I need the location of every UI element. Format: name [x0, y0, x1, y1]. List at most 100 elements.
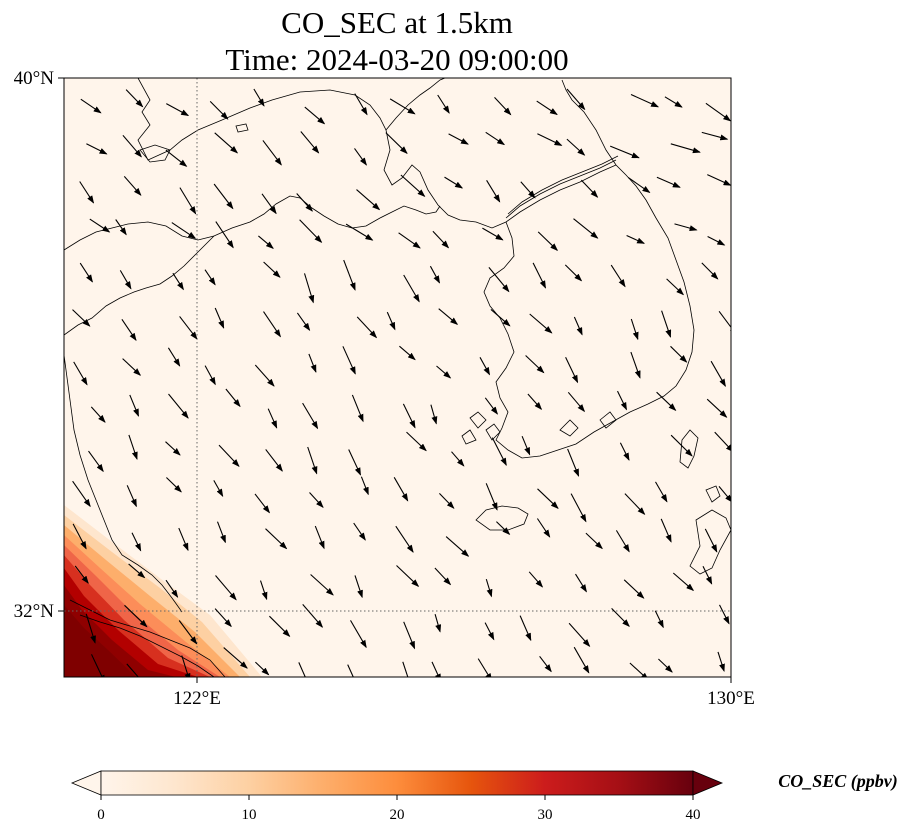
wind-arrow: [178, 527, 189, 552]
wind-arrow: [395, 525, 414, 553]
wind-arrow: [403, 621, 416, 650]
wind-arrow: [178, 620, 198, 645]
wind-arrow: [302, 604, 324, 628]
wind-arrow: [701, 131, 729, 141]
wind-arrow: [494, 97, 512, 116]
wind-arrow: [434, 614, 442, 633]
wind-arrow: [126, 663, 145, 677]
wind-arrow: [209, 101, 229, 120]
wind-arrow: [486, 180, 501, 203]
wind-arrow: [347, 664, 358, 677]
wind-arrow: [630, 93, 660, 108]
wind-arrow: [269, 615, 291, 638]
wind-arrow: [564, 264, 583, 282]
wind-arrow: [342, 346, 356, 375]
wind-arrow: [485, 578, 493, 598]
wind-arrow: [626, 234, 646, 244]
wind-arrow: [80, 98, 102, 114]
wind-arrow: [702, 565, 713, 585]
wind-arrow: [213, 480, 224, 497]
wind-arrow: [354, 93, 368, 116]
wind-arrow: [360, 476, 369, 496]
wind-arrow: [437, 94, 450, 114]
wind-arrow: [537, 488, 559, 509]
wind-arrow: [254, 493, 271, 514]
wind-arrow: [627, 177, 651, 193]
wind-arrow: [126, 485, 137, 508]
wind-arrow: [310, 574, 334, 596]
wind-arrow: [707, 236, 726, 246]
wind-arrow: [565, 357, 579, 384]
wind-arrow: [496, 521, 511, 535]
wind-arrow: [74, 565, 89, 584]
wind-arrow: [520, 181, 536, 199]
colorbar-gradient: [100, 770, 694, 796]
coastlines: [64, 78, 731, 677]
wind-arrow: [624, 493, 646, 516]
wind-arrow: [490, 308, 511, 327]
wind-arrow: [215, 575, 237, 601]
wind-arrow: [536, 100, 558, 116]
wind-arrow: [710, 360, 726, 387]
wind-arrow: [718, 310, 731, 336]
wind-arrow: [567, 391, 586, 413]
wind-arrow: [674, 223, 698, 232]
wind-arrow: [79, 181, 95, 204]
wind-arrow: [386, 311, 396, 331]
map-frame: [63, 77, 732, 678]
wind-arrow: [216, 521, 226, 544]
axis-ticks: 122°E 130°E 40°N 32°N: [14, 68, 755, 709]
wind-arrow: [122, 134, 142, 158]
wind-arrow: [432, 230, 450, 249]
wind-vectors: [72, 88, 731, 677]
wind-arrow: [573, 646, 590, 674]
wind-arrow: [296, 312, 311, 332]
wind-arrow: [656, 176, 681, 188]
wind-arrow: [488, 267, 510, 293]
wind-arrow: [123, 176, 142, 196]
wind-arrow: [585, 532, 603, 550]
wind-arrow: [262, 140, 282, 166]
wind-arrow: [610, 264, 626, 288]
colorbar-ticks: 0 10 20 30 40: [97, 795, 701, 823]
wind-arrow: [128, 434, 138, 460]
wind-arrow: [181, 655, 191, 677]
wind-arrow: [529, 313, 553, 334]
wind-arrow: [611, 608, 630, 628]
wind-arrow: [654, 610, 664, 629]
wind-arrow: [566, 138, 586, 156]
wind-arrow: [356, 189, 381, 211]
wind-arrow: [623, 579, 645, 599]
wind-arrow: [532, 262, 546, 289]
wind-arrow: [438, 308, 459, 325]
wind-arrow: [448, 133, 469, 145]
wind-arrow: [302, 402, 319, 430]
wind-arrow: [304, 106, 326, 125]
wind-arrow: [670, 345, 688, 363]
wind-arrow: [521, 435, 531, 456]
wind-arrow: [570, 493, 587, 523]
colorbar-tick-label: 40: [686, 807, 701, 823]
lon-tick-130: 130°E: [707, 688, 755, 709]
wind-arrow: [121, 318, 137, 342]
wind-arrow: [396, 565, 420, 587]
wind-arrow: [261, 193, 277, 215]
wind-arrow: [124, 604, 148, 628]
wind-arrow: [89, 218, 111, 233]
wind-arrow: [204, 269, 216, 286]
wind-arrow: [129, 394, 140, 417]
wind-arrow: [204, 365, 216, 386]
map-panel: [63, 77, 732, 678]
wind-arrow: [402, 403, 416, 429]
wind-arrow: [308, 353, 317, 373]
jeju-island: [475, 505, 529, 531]
wind-arrow: [704, 528, 718, 553]
wind-arrow: [215, 221, 234, 249]
wind-arrow: [701, 262, 719, 280]
wind-arrow: [661, 310, 672, 338]
wind-arrow: [91, 654, 106, 677]
wind-arrow: [254, 364, 275, 387]
wind-arrow: [265, 449, 283, 472]
wind-arrow: [166, 477, 182, 493]
